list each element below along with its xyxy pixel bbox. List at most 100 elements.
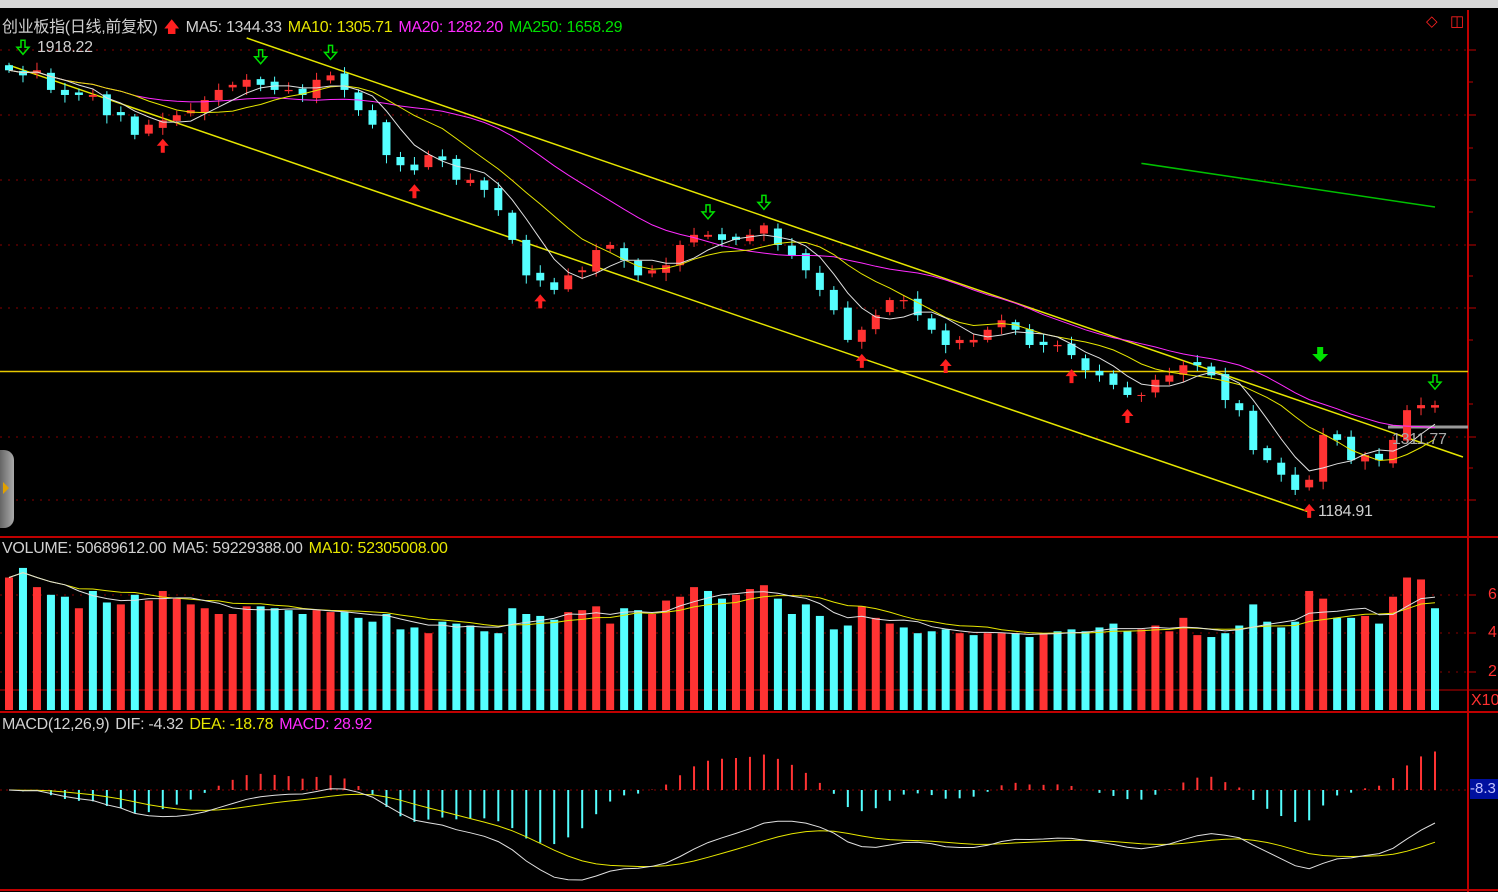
ma5-value: MA5: 1344.33 bbox=[185, 19, 282, 36]
candle-body bbox=[941, 330, 950, 345]
volume-bar bbox=[410, 627, 419, 710]
volume-bar bbox=[1039, 633, 1048, 710]
candle-body bbox=[969, 339, 978, 343]
volume-bar bbox=[396, 629, 405, 710]
volume-bar bbox=[1179, 617, 1188, 710]
panel-toggle-icon[interactable]: ◫ bbox=[1450, 13, 1464, 30]
candle-body bbox=[1179, 365, 1188, 375]
volume-bar bbox=[997, 633, 1006, 710]
volume-bar bbox=[927, 631, 936, 710]
candle-body bbox=[550, 282, 559, 290]
candle-body bbox=[899, 300, 908, 302]
candle-body bbox=[1417, 405, 1426, 409]
volume-bar bbox=[815, 615, 824, 710]
ma10-line bbox=[8, 69, 1436, 462]
sell-arrow-icon bbox=[15, 39, 31, 56]
candle-body bbox=[1053, 344, 1062, 347]
volume-bar bbox=[1193, 635, 1202, 710]
candle-body bbox=[578, 270, 587, 273]
volume-bar bbox=[326, 612, 335, 710]
trend-channel-line bbox=[246, 37, 1464, 458]
candle-body bbox=[815, 272, 824, 290]
candle-body bbox=[787, 245, 796, 256]
volume-bar bbox=[969, 635, 978, 710]
macd-header: MACD(12,26,9) DIF: -4.32 DEA: -18.78 MACD: … bbox=[2, 716, 378, 734]
buy-arrow-icon bbox=[534, 294, 547, 309]
volume-bar bbox=[690, 587, 699, 710]
candle-body bbox=[843, 307, 852, 340]
volume-bar bbox=[1277, 627, 1286, 710]
candle-body bbox=[200, 100, 209, 113]
buy-arrow-icon bbox=[1121, 408, 1134, 423]
volume-bar bbox=[1333, 617, 1342, 710]
candle-body bbox=[1361, 455, 1370, 462]
candle-body bbox=[1109, 373, 1118, 385]
volume-bar bbox=[759, 585, 768, 710]
volume-bar bbox=[1011, 633, 1020, 710]
ma20-value: MA20: 1282.20 bbox=[398, 19, 503, 36]
volume-bar bbox=[1375, 623, 1384, 710]
trend-channel-line bbox=[8, 64, 1310, 513]
volume-bar bbox=[1389, 596, 1398, 710]
volume-bar bbox=[550, 619, 559, 710]
sidebar-expand-handle[interactable] bbox=[0, 450, 14, 528]
candle-body bbox=[1249, 410, 1258, 451]
last-price-label: 1311.77 bbox=[1392, 431, 1447, 448]
volume-bar bbox=[1417, 579, 1426, 710]
candle-body bbox=[130, 116, 139, 135]
volume-bar bbox=[60, 596, 69, 710]
volume-bar bbox=[256, 606, 265, 710]
volume-bar bbox=[382, 614, 391, 710]
sell-arrow-icon bbox=[322, 44, 339, 61]
candle-body bbox=[340, 73, 349, 90]
buy-arrow-icon bbox=[408, 184, 421, 199]
candle-body bbox=[564, 275, 573, 290]
volume-bar bbox=[522, 614, 531, 710]
volume-bar bbox=[1249, 604, 1258, 710]
volume-bar bbox=[144, 600, 153, 710]
volume-bar bbox=[74, 608, 83, 710]
volume-bar bbox=[368, 621, 377, 710]
volume-bar bbox=[857, 606, 866, 710]
candle-body bbox=[298, 88, 307, 95]
volume-bar bbox=[801, 604, 810, 710]
volume-bar bbox=[871, 617, 880, 710]
index-title: 创业板指(日线,前复权) bbox=[2, 19, 158, 36]
candle-body bbox=[759, 225, 768, 234]
candle-body bbox=[592, 250, 601, 272]
candle-body bbox=[983, 329, 992, 340]
candle-body bbox=[871, 315, 880, 330]
candle-body bbox=[46, 72, 55, 90]
candle-body bbox=[634, 260, 643, 276]
volume-bar bbox=[130, 594, 139, 710]
volume-bar bbox=[1053, 631, 1062, 710]
volume-bar bbox=[242, 606, 251, 710]
candle-body bbox=[116, 112, 125, 116]
volume-bar bbox=[731, 594, 740, 710]
candle-body bbox=[1305, 479, 1314, 488]
volume-bar bbox=[452, 623, 461, 710]
volume-bar bbox=[172, 598, 181, 710]
volume-ma5: MA5: 59229388.00 bbox=[172, 540, 303, 557]
candle-body bbox=[172, 115, 181, 121]
volume-bar bbox=[885, 623, 894, 710]
candle-body bbox=[494, 188, 503, 211]
candle-body bbox=[60, 89, 69, 95]
volume-bar bbox=[1221, 633, 1230, 710]
volume-bar bbox=[1207, 637, 1216, 710]
volume-bar bbox=[5, 577, 13, 710]
candle-body bbox=[676, 244, 685, 266]
volume-bar bbox=[592, 606, 601, 710]
candle-body bbox=[396, 157, 405, 166]
diamond-icon[interactable]: ◇ bbox=[1426, 13, 1438, 30]
volume-tick-4: 4 bbox=[1488, 624, 1497, 641]
candle-body bbox=[857, 329, 866, 342]
candle-body bbox=[1263, 448, 1272, 461]
buy-arrow-icon bbox=[855, 353, 868, 368]
ma250-line bbox=[1141, 162, 1436, 208]
volume-bar bbox=[270, 608, 279, 710]
sell-arrow-icon bbox=[700, 204, 716, 221]
candle-body bbox=[1207, 366, 1216, 376]
candle-body bbox=[745, 234, 754, 242]
